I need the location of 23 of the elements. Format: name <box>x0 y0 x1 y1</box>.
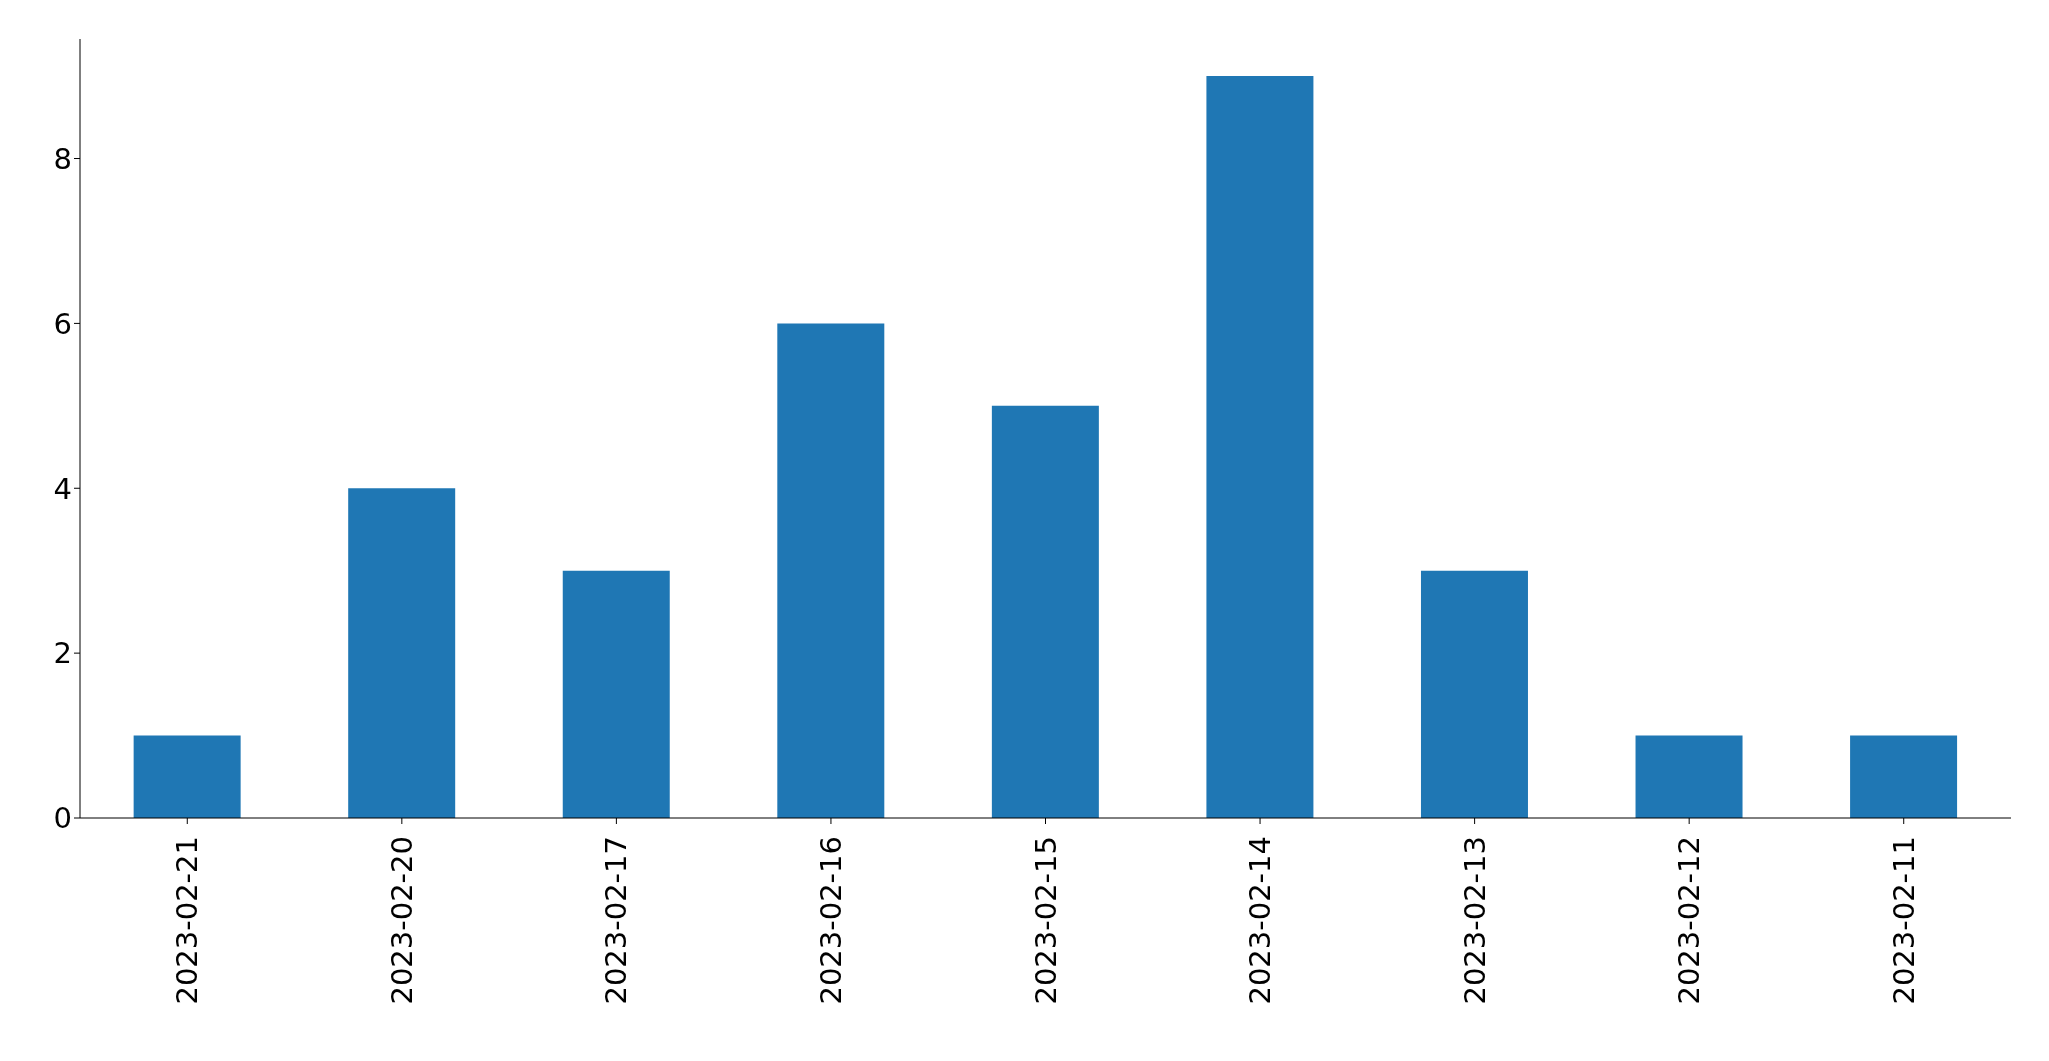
x-tick-label: 2023-02-15 <box>1028 836 1063 1005</box>
bar <box>1206 76 1314 818</box>
y-tick-label: 0 <box>53 801 72 836</box>
y-tick-label: 8 <box>53 141 72 176</box>
bar <box>133 735 241 818</box>
bar <box>991 405 1099 818</box>
y-tick-label: 4 <box>53 471 72 506</box>
x-tick-label: 2023-02-21 <box>170 836 205 1005</box>
x-tick-label: 2023-02-11 <box>1886 836 1921 1005</box>
bar <box>348 488 456 818</box>
x-tick-label: 2023-02-14 <box>1243 836 1278 1005</box>
bar <box>1850 735 1958 818</box>
bar <box>1635 735 1743 818</box>
x-tick-label: 2023-02-12 <box>1672 836 1707 1005</box>
y-tick-label: 6 <box>53 306 72 341</box>
bar <box>1420 570 1528 818</box>
x-tick-label: 2023-02-20 <box>384 836 419 1005</box>
bar <box>562 570 670 818</box>
bar <box>777 323 885 818</box>
y-tick-label: 2 <box>53 636 72 671</box>
x-tick-label: 2023-02-16 <box>813 836 848 1005</box>
x-tick-label: 2023-02-17 <box>599 836 634 1005</box>
x-tick-label: 2023-02-13 <box>1457 836 1492 1005</box>
